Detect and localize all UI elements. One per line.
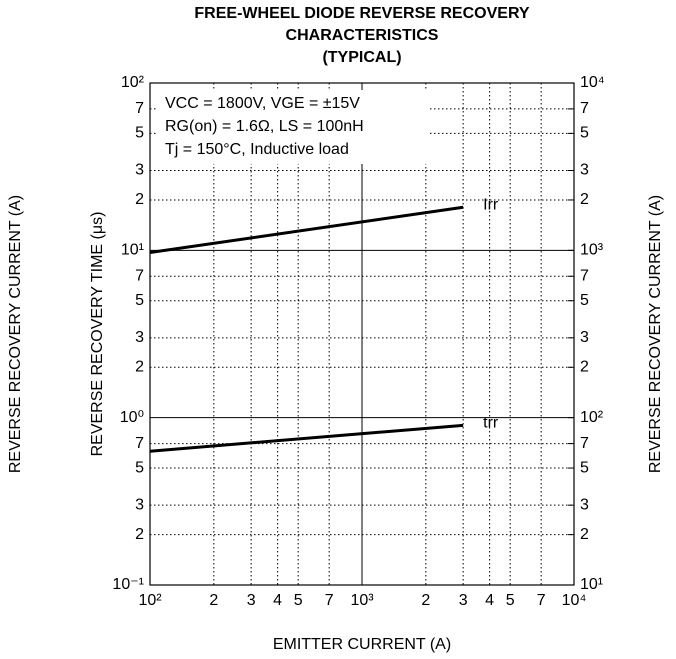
chart-title: FREE-WHEEL DIODE REVERSE RECOVERY — [194, 5, 529, 22]
y2-tick-label: 5 — [580, 459, 589, 476]
y-tick-label: 5 — [135, 125, 144, 142]
y2-tick-label: 7 — [580, 100, 589, 117]
x-tick-label: 4 — [485, 592, 494, 609]
y-tick-label: 2 — [135, 526, 144, 543]
x-tick-label: 4 — [273, 592, 282, 609]
plot-frame — [149, 82, 575, 586]
y2-tick-label: 7 — [580, 435, 589, 452]
x-tick-label: 7 — [537, 592, 546, 609]
annotation-background — [158, 90, 430, 164]
x-tick-label: 3 — [459, 592, 468, 609]
y2-tick-label: 2 — [580, 526, 589, 543]
series-label: Irr — [483, 196, 499, 213]
y-tick-label: 10² — [121, 74, 145, 91]
y-tick-label: 7 — [135, 267, 144, 284]
x-tick-label: 10³ — [350, 592, 374, 609]
x-tick-label: 2 — [209, 592, 218, 609]
x-tick-label: 10⁴ — [562, 592, 587, 609]
series-label: trr — [483, 415, 499, 432]
annotation: VCC = 1800V, VGE = ±15V — [165, 95, 360, 112]
x-tick-label: 2 — [421, 592, 430, 609]
y-tick-label: 10⁻¹ — [112, 576, 144, 593]
y2-tick-label: 10² — [580, 409, 604, 426]
chart-title: (TYPICAL) — [322, 49, 401, 66]
x-axis-label: EMITTER CURRENT (A) — [273, 636, 451, 653]
annotation: Tj = 150°C, Inductive load — [165, 141, 349, 158]
y-tick-label: 5 — [135, 292, 144, 309]
y-tick-label: 3 — [135, 329, 144, 346]
x-tick-label: 7 — [325, 592, 334, 609]
y-tick-label: 2 — [135, 359, 144, 376]
chart-title: CHARACTERISTICS — [286, 27, 439, 44]
y-tick-label: 2 — [135, 191, 144, 208]
x-tick-label: 5 — [506, 592, 515, 609]
y-axis-label: REVERSE RECOVERY TIME (μs) — [89, 212, 106, 457]
y-tick-label: 7 — [135, 435, 144, 452]
y2-tick-label: 3 — [580, 329, 589, 346]
y2-tick-label: 10³ — [580, 242, 604, 259]
y2-axis-label: REVERSE RECOVERY CURRENT (A) — [647, 195, 664, 473]
y2-tick-label: 3 — [580, 496, 589, 513]
y-tick-label: 7 — [135, 100, 144, 117]
y-tick-label: 5 — [135, 459, 144, 476]
y-tick-label: 3 — [135, 496, 144, 513]
y2-tick-label: 10¹ — [580, 576, 603, 593]
y2-tick-label: 5 — [580, 125, 589, 142]
x-tick-label: 10² — [138, 592, 162, 609]
series-line — [149, 423, 464, 453]
x-tick-label: 5 — [294, 592, 303, 609]
y2-tick-label: 2 — [580, 191, 589, 208]
y-tick-label: 10⁰ — [120, 409, 144, 426]
x-tick-label: 3 — [247, 592, 256, 609]
y2-tick-label: 5 — [580, 292, 589, 309]
annotation: RG(on) = 1.6Ω, LS = 100nH — [165, 118, 364, 135]
y-tick-label: 3 — [135, 162, 144, 179]
y2-tick-label: 3 — [580, 162, 589, 179]
y2-tick-label: 2 — [580, 359, 589, 376]
series-line — [149, 205, 464, 255]
y2-tick-label: 7 — [580, 267, 589, 284]
y2-tick-label: 10⁴ — [580, 74, 605, 91]
y-axis-label: REVERSE RECOVERY CURRENT (A) — [7, 195, 24, 473]
y-tick-label: 10¹ — [121, 242, 144, 259]
